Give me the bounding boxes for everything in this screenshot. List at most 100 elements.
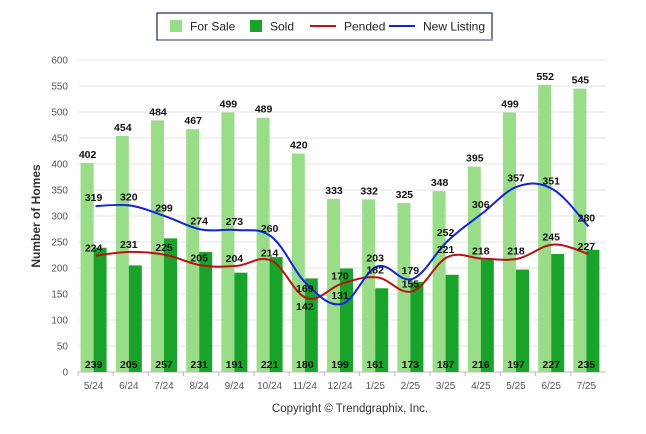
- label-new-listing: 260: [261, 223, 279, 235]
- label-sold: 197: [507, 359, 525, 371]
- line-pended: [95, 243, 589, 300]
- bar-for-sale: [80, 162, 94, 372]
- label-for-sale: 499: [220, 99, 238, 111]
- label-pended: 155: [402, 278, 420, 290]
- bar-sold: [93, 247, 107, 372]
- bar-sold: [480, 259, 494, 372]
- bar-for-sale: [221, 112, 235, 373]
- bar-for-sale: [397, 203, 411, 372]
- y-tick-label: 150: [51, 290, 68, 301]
- label-pended: 221: [437, 244, 455, 256]
- label-for-sale: 332: [360, 185, 378, 197]
- bar-sold: [516, 269, 529, 372]
- label-sold: 187: [437, 359, 455, 371]
- bar-sold: [164, 238, 177, 372]
- y-tick-label: 400: [51, 160, 68, 171]
- legend-item-sold: Sold: [250, 20, 294, 34]
- x-tick-label: 3/25: [436, 381, 456, 392]
- x-tick-label: 8/24: [189, 381, 209, 392]
- label-sold: 199: [331, 359, 349, 371]
- legend-label: Sold: [270, 20, 294, 34]
- label-new-listing: 169: [296, 283, 314, 295]
- label-pended: 225: [155, 242, 173, 254]
- label-for-sale: 552: [536, 71, 554, 83]
- legend-label: New Listing: [423, 20, 485, 34]
- bar-for-sale: [291, 153, 305, 372]
- label-for-sale: 348: [431, 177, 449, 189]
- bar-sold: [410, 282, 424, 372]
- bar-sold: [199, 251, 213, 372]
- label-new-listing: 306: [472, 199, 490, 211]
- label-sold: 227: [542, 359, 560, 371]
- y-axis-label: Number of Homes: [29, 164, 43, 268]
- x-tick-label: 7/24: [154, 381, 174, 392]
- legend-label: Pended: [344, 20, 385, 34]
- bar-for-sale: [538, 84, 552, 373]
- x-tick-label: 10/24: [257, 381, 282, 392]
- label-sold: 257: [155, 359, 173, 371]
- bar-for-sale: [432, 191, 446, 372]
- legend: For Sale Sold Pended New Listing: [156, 12, 493, 41]
- label-sold: 231: [190, 359, 208, 371]
- data-labels: 402 239 319 224 454 205 320 231 484 257 299 225 467 2…: [79, 71, 595, 371]
- y-tick-label: 300: [51, 212, 68, 223]
- bar-sold: [445, 274, 459, 372]
- bar-sold: [128, 265, 142, 372]
- legend-label: For Sale: [190, 20, 236, 34]
- x-tick-label: 1/25: [365, 381, 385, 392]
- label-new-listing: 351: [542, 175, 560, 187]
- y-tick-label: 0: [62, 368, 68, 379]
- legend-swatch: [250, 20, 262, 32]
- x-tick-label: 7/25: [577, 381, 597, 392]
- bar-for-sale: [503, 112, 516, 373]
- x-axis-ticks: 5/24 6/24 7/24 8/24 9/24 10/24 11/24 12/24 1/25 2…: [77, 372, 597, 392]
- label-pended: 205: [190, 252, 208, 264]
- label-for-sale: 489: [255, 104, 273, 116]
- label-pended: 214: [261, 248, 279, 260]
- label-new-listing: 319: [85, 192, 103, 204]
- y-tick-label: 500: [51, 108, 68, 119]
- label-for-sale: 545: [572, 75, 590, 87]
- bar-sold: [551, 253, 565, 372]
- series-lines: [95, 182, 590, 306]
- label-new-listing: 179: [402, 265, 420, 277]
- bar-for-sale: [327, 198, 340, 372]
- label-for-sale: 325: [396, 189, 414, 201]
- legend-shadow: [158, 39, 493, 41]
- y-tick-label: 250: [51, 238, 68, 249]
- bars: [80, 84, 600, 373]
- label-for-sale: 454: [114, 122, 132, 134]
- line-new-listing: [95, 182, 590, 306]
- label-pended: 218: [472, 246, 490, 258]
- legend-item-new-listing: New Listing: [389, 20, 485, 34]
- x-tick-label: 4/25: [471, 381, 491, 392]
- y-tick-label: 50: [57, 342, 69, 353]
- label-sold: 173: [402, 359, 420, 371]
- legend-item-for-sale: For Sale: [170, 20, 236, 34]
- bar-sold: [304, 278, 318, 372]
- label-new-listing: 203: [366, 252, 384, 264]
- y-tick-label: 600: [51, 56, 68, 67]
- y-axis-ticks: 0 50 100 150 200 250 300 350 400 450 500 550 600: [51, 56, 68, 379]
- label-new-listing: 274: [190, 216, 208, 228]
- label-for-sale: 499: [501, 99, 519, 111]
- x-tick-label: 5/24: [84, 381, 104, 392]
- label-sold: 161: [366, 359, 384, 371]
- label-sold: 205: [120, 359, 138, 371]
- bar-for-sale: [151, 120, 164, 372]
- label-sold: 221: [261, 359, 279, 371]
- label-sold: 216: [472, 359, 490, 371]
- y-tick-label: 350: [51, 186, 68, 197]
- label-sold: 235: [578, 359, 596, 371]
- y-tick-label: 550: [51, 82, 68, 93]
- x-tick-label: 6/25: [541, 381, 561, 392]
- label-pended: 170: [331, 271, 349, 283]
- bar-sold: [375, 288, 389, 372]
- bar-for-sale: [467, 166, 481, 372]
- label-pended: 245: [542, 232, 560, 244]
- copyright-footer: Copyright © Trendgraphix, Inc.: [272, 403, 428, 415]
- label-pended: 204: [226, 253, 244, 265]
- y-tick-label: 450: [51, 134, 68, 145]
- x-tick-label: 9/24: [225, 381, 245, 392]
